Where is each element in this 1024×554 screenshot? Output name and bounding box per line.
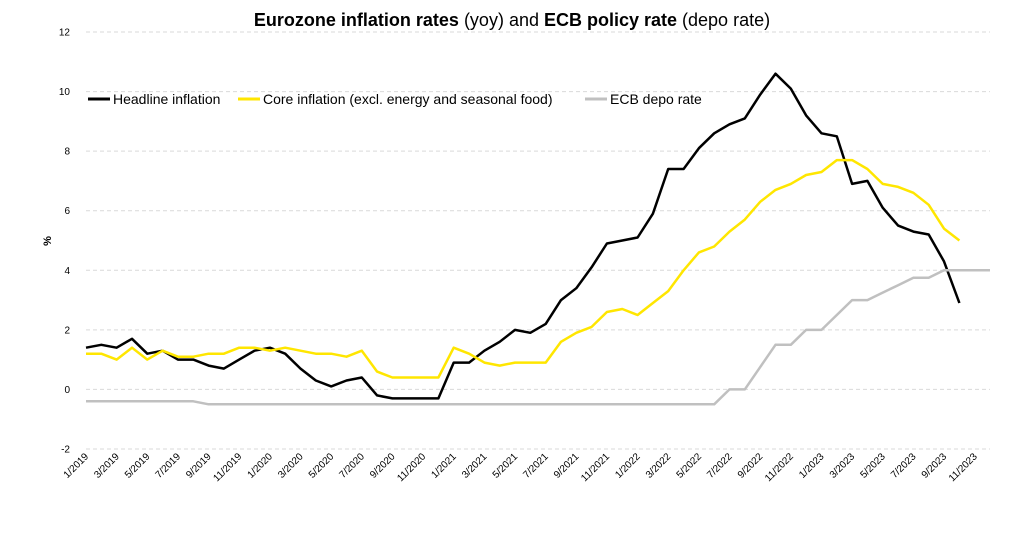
y-tick-label: 4 xyxy=(64,266,70,277)
x-tick-label: 7/2020 xyxy=(338,451,368,481)
x-tick-label: 5/2023 xyxy=(858,451,888,481)
x-tick-label: 5/2019 xyxy=(123,451,153,481)
y-axis-label: % xyxy=(42,236,54,246)
chart-title: Eurozone inflation rates (yoy) and ECB p… xyxy=(254,10,770,30)
x-tick-label: 11/2020 xyxy=(395,451,428,484)
x-tick-label: 3/2020 xyxy=(276,451,306,481)
y-tick-label: 12 xyxy=(59,28,71,39)
series-line-0 xyxy=(85,72,961,400)
x-tick-label: 1/2022 xyxy=(613,451,643,481)
x-tick-label: 5/2020 xyxy=(307,451,337,481)
y-tick-label: 0 xyxy=(64,385,70,396)
chart-title-part2: (yoy) and xyxy=(459,10,544,30)
legend-label: Headline inflation xyxy=(113,91,220,107)
x-tick-label: 1/2021 xyxy=(429,451,459,481)
x-tick-label: 11/2021 xyxy=(579,451,612,484)
x-tick-label: 1/2023 xyxy=(797,451,827,481)
x-tick-label: 7/2023 xyxy=(889,451,919,481)
x-tick-label: 3/2019 xyxy=(92,451,122,481)
chart-title-part3: ECB policy rate xyxy=(544,10,677,30)
y-axis-ticks: -2 0 2 4 6 8 10 12 xyxy=(59,28,71,456)
x-tick-label: 9/2021 xyxy=(552,451,582,481)
y-tick-label: 6 xyxy=(64,206,70,217)
x-tick-label: 11/2022 xyxy=(763,451,796,484)
x-tick-label: 9/2023 xyxy=(920,451,950,481)
gridlines xyxy=(86,31,990,450)
y-tick-label: 10 xyxy=(59,87,71,98)
y-tick-label: -2 xyxy=(61,445,70,456)
chart-title-part1: Eurozone inflation rates xyxy=(254,10,459,30)
series-line-1 xyxy=(86,158,961,379)
legend-label: Core inflation (excl. energy and seasona… xyxy=(263,91,553,107)
x-tick-label: 3/2022 xyxy=(644,451,674,481)
x-tick-label: 11/2023 xyxy=(947,451,980,484)
series-lines xyxy=(85,72,990,406)
x-tick-label: 9/2022 xyxy=(736,451,766,481)
x-tick-label: 3/2021 xyxy=(460,451,490,481)
x-tick-label: 3/2023 xyxy=(828,451,858,481)
x-tick-label: 9/2019 xyxy=(184,451,214,481)
legend-label: ECB depo rate xyxy=(610,91,702,107)
legend: Headline inflation Core inflation (excl. … xyxy=(88,91,702,107)
x-tick-label: 5/2021 xyxy=(491,451,521,481)
x-tick-label: 7/2021 xyxy=(521,451,551,481)
series-line-2 xyxy=(86,269,990,406)
x-tick-label: 11/2019 xyxy=(212,451,245,484)
x-tick-label: 5/2022 xyxy=(675,451,705,481)
x-tick-label: 7/2022 xyxy=(705,451,735,481)
chart-title-part4: (depo rate) xyxy=(677,10,770,30)
x-tick-label: 7/2019 xyxy=(154,451,184,481)
y-tick-label: 8 xyxy=(64,147,70,158)
x-tick-label: 1/2020 xyxy=(246,451,276,481)
x-tick-label: 9/2020 xyxy=(368,451,398,481)
y-tick-label: 2 xyxy=(64,325,70,336)
